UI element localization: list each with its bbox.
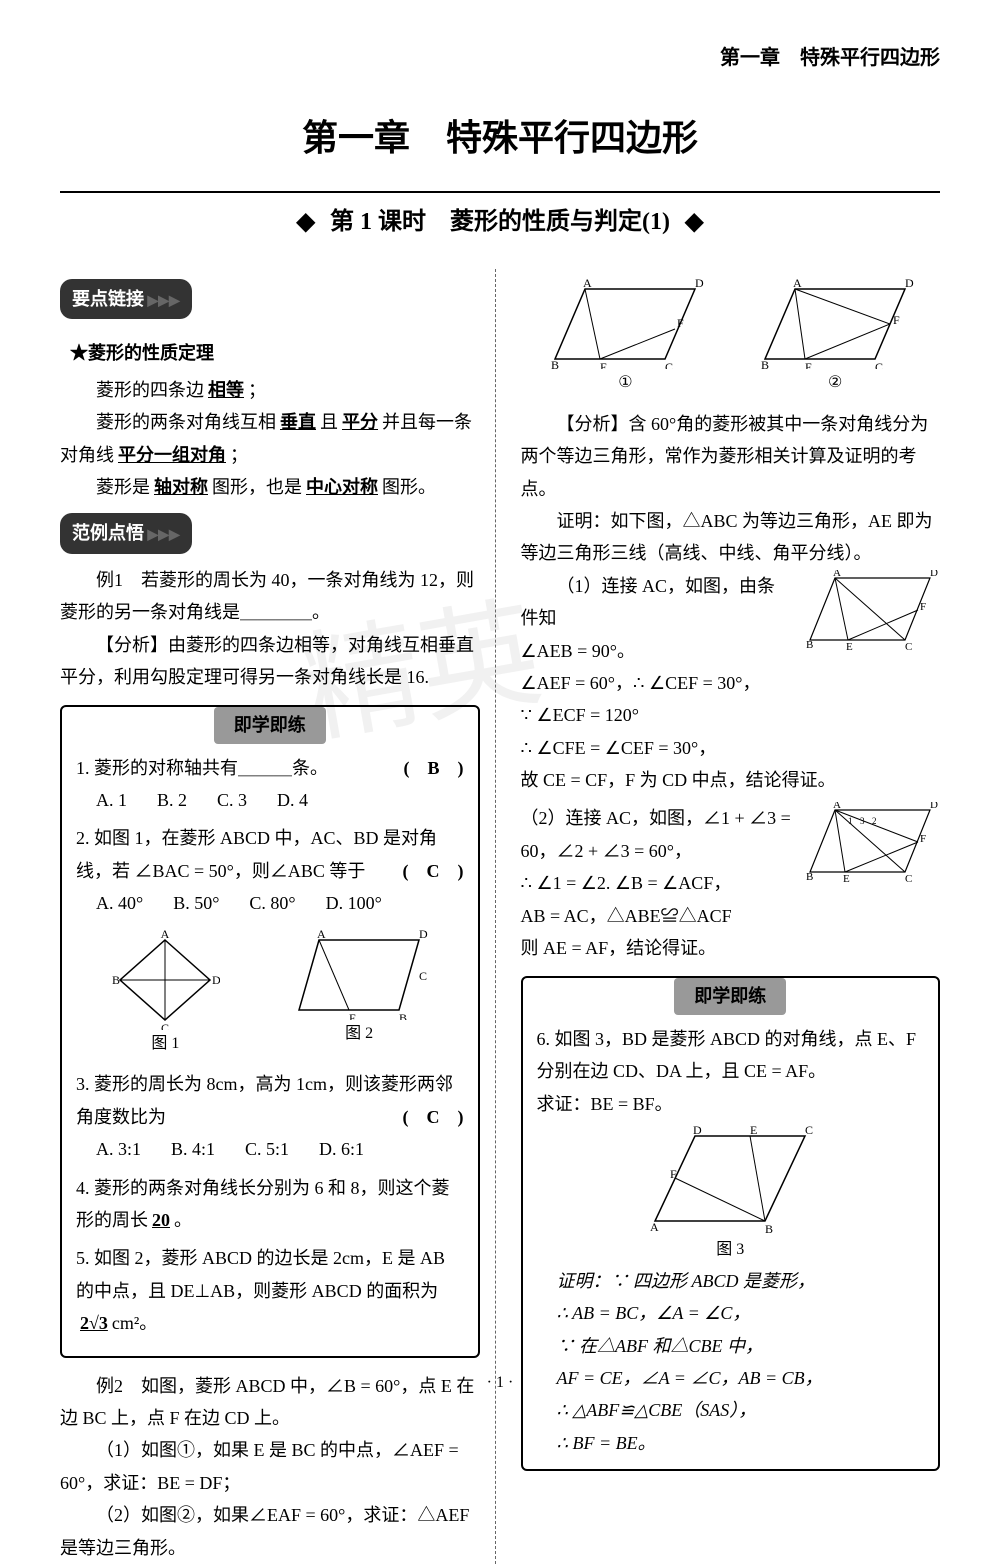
svg-text:1: 1 — [848, 816, 853, 826]
q4: 4. 菱形的两条对角线长分别为 6 和 8，则这个菱形的周长20。 — [76, 1172, 464, 1237]
svg-text:B: B — [112, 973, 120, 987]
q6-proof: 证明：∵ 四边形 ABCD 是菱形， ∴ AB = BC，∠A = ∠C， ∵ … — [557, 1265, 925, 1459]
svg-text:E: E — [843, 873, 850, 882]
svg-text:B: B — [551, 358, 559, 369]
svg-text:E: E — [846, 641, 853, 650]
svg-text:A: A — [833, 802, 841, 811]
svg-text:A: A — [833, 570, 841, 579]
svg-text:E: E — [349, 1011, 356, 1020]
svg-text:C: C — [805, 1126, 813, 1137]
proof1-l3: ∠AEF = 60°，∴ ∠CEF = 30°， — [521, 667, 793, 699]
proof2-l2: ∴ ∠1 = ∠2. ∠B = ∠ACF， — [521, 867, 793, 899]
proof2-l4: 则 AE = AF，结论得证。 — [521, 932, 793, 964]
svg-text:B: B — [761, 358, 769, 369]
svg-text:F: F — [670, 1167, 677, 1181]
practice-box-2: 即学即练 6. 如图 3，BD 是菱形 ABCD 的对角线，点 E、F 分别在边… — [521, 976, 941, 1471]
svg-text:F: F — [893, 313, 900, 327]
svg-text:F: F — [920, 833, 926, 845]
chapter-title: 第一章 特殊平行四边形 — [60, 106, 940, 171]
svg-text:D: D — [419, 930, 428, 941]
page-header: 第一章 特殊平行四边形 — [60, 40, 940, 76]
q1: 1. 菱形的对称轴共有＿＿＿条。 ( B ) A. 1 B. 2 C. 3 D.… — [76, 752, 464, 817]
left-column: 要点链接 ★菱形的性质定理 菱形的四条边相等； 菱形的两条对角线互相垂直且平分并… — [60, 269, 496, 1564]
kp-line1: 菱形的四条边相等； — [60, 374, 480, 406]
practice-label-2: 即学即练 — [674, 978, 786, 1014]
example2-figs: AD BE CF ① AD BE CF ② — [521, 279, 941, 398]
svg-text:C: C — [419, 969, 427, 983]
svg-text:D: D — [930, 570, 938, 579]
svg-text:A: A — [793, 279, 802, 290]
section-key-points: 要点链接 — [60, 279, 192, 319]
svg-text:E: E — [750, 1126, 757, 1137]
proof1-l5: ∴ ∠CFE = ∠CEF = 30°， — [521, 732, 941, 764]
svg-text:A: A — [317, 930, 326, 941]
example2-part1: （1）如图①，如果 E 是 BC 的中点，∠AEF = 60°，求证：BE = … — [60, 1434, 480, 1499]
practice-label-1: 即学即练 — [214, 707, 326, 743]
svg-text:D: D — [930, 802, 938, 811]
kp-line3: 菱形是轴对称图形，也是中心对称图形。 — [60, 471, 480, 503]
ex2-analysis: 【分析】含 60°角的菱形被其中一条对角线分为两个等边三角形，常作为菱形相关计算… — [521, 408, 941, 505]
svg-text:A: A — [583, 279, 592, 290]
practice-box-1: 即学即练 1. 菱形的对称轴共有＿＿＿条。 ( B ) A. 1 B. 2 C.… — [60, 705, 480, 1357]
svg-text:E: E — [805, 360, 812, 369]
svg-text:B: B — [806, 871, 813, 882]
fig2: A D E B C 图 2 — [289, 930, 429, 1059]
example2-part2: （2）如图②，如果∠EAF = 60°，求证：△AEF 是等边三角形。 — [60, 1499, 480, 1564]
svg-text:C: C — [665, 360, 673, 369]
q2: 2. 如图 1，在菱形 ABCD 中，AC、BD 是对角线，若 ∠BAC = 5… — [76, 822, 464, 919]
proof1-l4: ∵ ∠ECF = 120° — [521, 699, 793, 731]
svg-text:2: 2 — [872, 816, 877, 826]
proof1-l2: ∠AEB = 90°。 — [521, 635, 793, 667]
svg-text:D: D — [905, 279, 914, 290]
q3: 3. 菱形的周长为 8cm，高为 1cm，则该菱形两邻角度数比为 ( C ) A… — [76, 1068, 464, 1165]
proof1-l6: 故 CE = CF，F 为 CD 中点，结论得证。 — [521, 764, 941, 796]
lesson-title: 第 1 课时 菱形的性质与判定(1) — [60, 191, 940, 244]
right-column: AD BE CF ① AD BE CF ② 【分析】含 60°角 — [516, 269, 941, 1564]
proof2-l3: AB = AC，△ABE≌△ACF — [521, 900, 793, 932]
svg-text:B: B — [765, 1222, 773, 1236]
example2-title: 例2 如图，菱形 ABCD 中，∠B = 60°，点 E 在边 BC 上，点 F… — [60, 1370, 480, 1435]
svg-text:B: B — [806, 639, 813, 650]
proof-fig-1: A D B E C F — [800, 570, 940, 732]
svg-text:F: F — [677, 316, 684, 330]
svg-text:3: 3 — [860, 816, 865, 826]
svg-text:E: E — [600, 360, 607, 369]
fig3: DEC F AB 图 3 — [537, 1126, 925, 1265]
svg-text:F: F — [920, 601, 926, 613]
svg-text:D: D — [212, 973, 220, 987]
svg-text:D: D — [693, 1126, 702, 1137]
svg-text:C: C — [161, 1021, 169, 1030]
example1-analysis: 【分析】由菱形的四条边相等，对角线互相垂直平分，利用勾股定理可得另一条对角线长是… — [60, 629, 480, 694]
kp-line2: 菱形的两条对角线互相垂直且平分并且每一条对角线平分一组对角； — [60, 406, 480, 471]
q6: 6. 如图 3，BD 是菱形 ABCD 的对角线，点 E、F 分别在边 CD、D… — [537, 1023, 925, 1120]
svg-text:C: C — [905, 873, 912, 882]
ex2-proof-intro: 证明：如下图，△ABC 为等边三角形，AE 即为等边三角形三线（高线、中线、角平… — [521, 505, 941, 570]
q5: 5. 如图 2，菱形 ABCD 的边长是 2cm，E 是 AB 的中点，且 DE… — [76, 1242, 464, 1339]
proof1-l1: （1）连接 AC，如图，由条件知 — [521, 570, 793, 635]
proof2-l1: （2）连接 AC，如图，∠1 + ∠3 = 60，∠2 + ∠3 = 60°， — [521, 802, 793, 867]
proof-fig-2: A D B E C F 132 — [800, 802, 940, 964]
svg-text:A: A — [161, 930, 170, 941]
svg-text:A: A — [650, 1220, 659, 1234]
fig1: A B D C 图 1 — [110, 930, 220, 1059]
section-examples: 范例点悟 — [60, 513, 192, 553]
page-number: · 1 · — [487, 1369, 514, 1398]
svg-text:C: C — [875, 360, 883, 369]
key-points-heading: ★菱形的性质定理 — [70, 337, 480, 369]
svg-text:D: D — [695, 279, 704, 290]
svg-text:B: B — [399, 1011, 407, 1020]
example1-title: 例1 若菱形的周长为 40，一条对角线为 12，则菱形的另一条对角线是＿＿＿＿。 — [60, 564, 480, 629]
svg-text:C: C — [905, 641, 912, 650]
